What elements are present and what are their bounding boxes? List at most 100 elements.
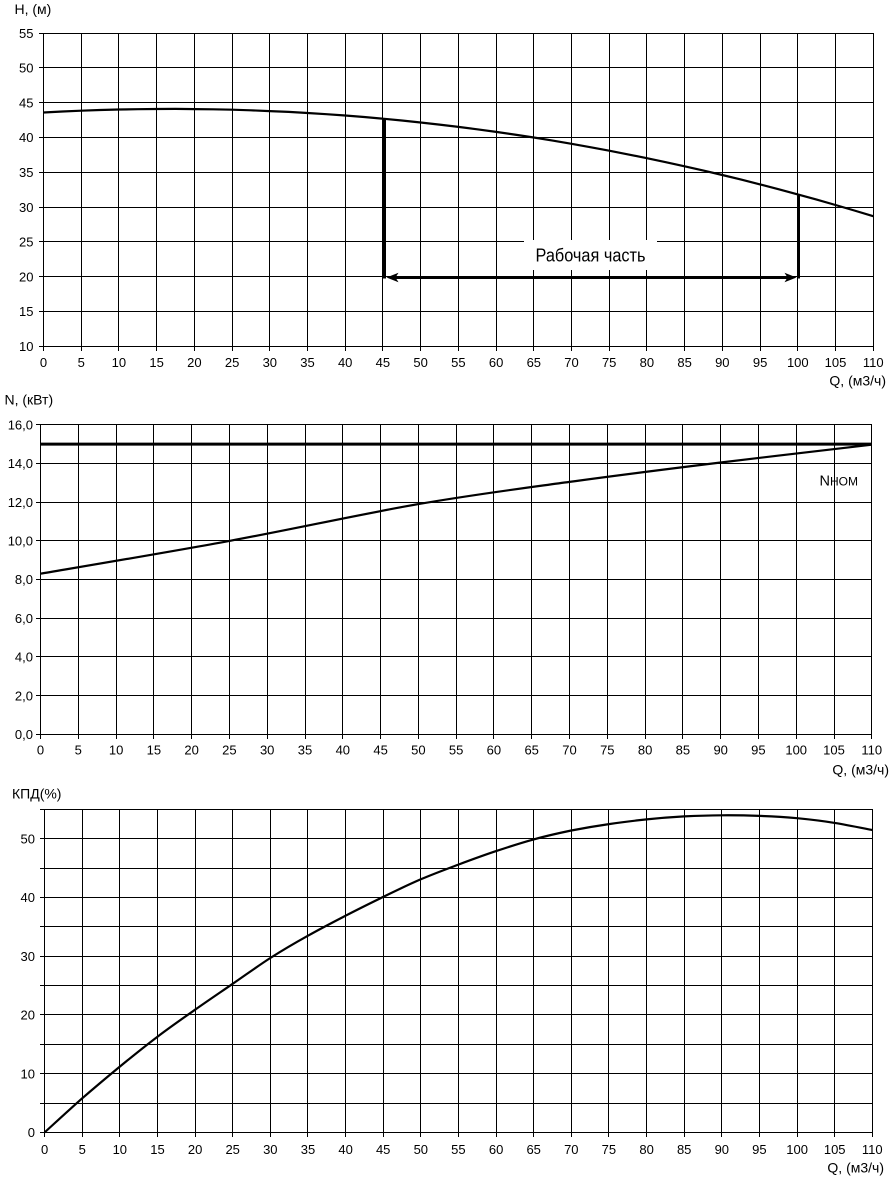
svg-text:50: 50 — [19, 61, 33, 76]
svg-text:60: 60 — [489, 355, 503, 370]
svg-text:0: 0 — [40, 355, 47, 370]
svg-text:55: 55 — [451, 1142, 465, 1157]
svg-text:105: 105 — [824, 1142, 846, 1157]
svg-text:45: 45 — [376, 355, 390, 370]
svg-text:15: 15 — [150, 1142, 164, 1157]
svg-text:Рабочая часть: Рабочая часть — [536, 246, 646, 266]
svg-text:10: 10 — [113, 1142, 127, 1157]
svg-text:80: 80 — [639, 1142, 653, 1157]
svg-text:75: 75 — [602, 355, 616, 370]
svg-text:30: 30 — [263, 1142, 277, 1157]
svg-text:40: 40 — [338, 355, 352, 370]
svg-text:110: 110 — [863, 355, 884, 370]
svg-text:50: 50 — [414, 1142, 428, 1157]
svg-text:25: 25 — [225, 1142, 239, 1157]
svg-text:30: 30 — [260, 743, 274, 758]
svg-text:30: 30 — [263, 355, 277, 370]
svg-text:35: 35 — [301, 1142, 315, 1157]
svg-text:110: 110 — [862, 1142, 883, 1157]
svg-text:0,0: 0,0 — [15, 727, 33, 742]
svg-text:50: 50 — [413, 355, 427, 370]
svg-text:0: 0 — [37, 743, 44, 758]
svg-text:5: 5 — [75, 743, 82, 758]
svg-text:65: 65 — [526, 1142, 540, 1157]
svg-text:75: 75 — [602, 1142, 616, 1157]
svg-text:95: 95 — [753, 355, 767, 370]
svg-text:50: 50 — [411, 743, 425, 758]
svg-text:90: 90 — [715, 355, 729, 370]
svg-text:15: 15 — [19, 304, 33, 319]
svg-text:35: 35 — [298, 743, 312, 758]
svg-text:30: 30 — [21, 949, 35, 964]
svg-text:100: 100 — [787, 355, 809, 370]
svg-text:90: 90 — [713, 743, 727, 758]
svg-text:40: 40 — [19, 130, 33, 145]
svg-text:25: 25 — [222, 743, 236, 758]
svg-text:75: 75 — [600, 743, 614, 758]
svg-text:85: 85 — [677, 355, 691, 370]
svg-text:H, (м): H, (м) — [15, 1, 52, 17]
svg-text:Q, (м3/ч): Q, (м3/ч) — [829, 373, 886, 389]
svg-text:35: 35 — [300, 355, 314, 370]
svg-text:70: 70 — [564, 1142, 578, 1157]
svg-text:95: 95 — [752, 1142, 766, 1157]
svg-text:6,0: 6,0 — [15, 611, 33, 626]
svg-text:10: 10 — [19, 339, 33, 354]
svg-text:80: 80 — [640, 355, 654, 370]
svg-text:65: 65 — [524, 743, 538, 758]
svg-text:10,0: 10,0 — [8, 534, 33, 549]
svg-text:20: 20 — [19, 269, 33, 284]
svg-text:55: 55 — [449, 743, 463, 758]
svg-text:40: 40 — [338, 1142, 352, 1157]
svg-text:105: 105 — [823, 743, 845, 758]
svg-text:95: 95 — [751, 743, 765, 758]
svg-text:55: 55 — [451, 355, 465, 370]
svg-text:NНОМ: NНОМ — [820, 474, 858, 490]
svg-text:20: 20 — [187, 355, 201, 370]
svg-text:Q, (м3/ч): Q, (м3/ч) — [832, 761, 889, 777]
svg-text:0: 0 — [41, 1142, 48, 1157]
svg-text:100: 100 — [786, 1142, 808, 1157]
svg-text:45: 45 — [376, 1142, 390, 1157]
svg-text:10: 10 — [112, 355, 126, 370]
svg-text:20: 20 — [21, 1008, 35, 1023]
svg-text:12,0: 12,0 — [8, 495, 33, 510]
svg-text:8,0: 8,0 — [15, 572, 33, 587]
svg-text:0: 0 — [28, 1125, 35, 1140]
svg-text:85: 85 — [677, 1142, 691, 1157]
svg-text:2,0: 2,0 — [15, 688, 33, 703]
svg-text:N, (кВт): N, (кВт) — [5, 392, 54, 408]
svg-text:45: 45 — [19, 96, 33, 111]
svg-text:85: 85 — [676, 743, 690, 758]
svg-text:14,0: 14,0 — [8, 456, 33, 471]
svg-text:60: 60 — [487, 743, 501, 758]
svg-text:110: 110 — [861, 743, 882, 758]
svg-text:Q, (м3/ч): Q, (м3/ч) — [827, 1160, 884, 1176]
svg-text:15: 15 — [149, 355, 163, 370]
svg-text:35: 35 — [19, 165, 33, 180]
svg-text:40: 40 — [336, 743, 350, 758]
svg-text:40: 40 — [21, 890, 35, 905]
svg-text:5: 5 — [78, 355, 85, 370]
svg-text:20: 20 — [188, 1142, 202, 1157]
svg-text:100: 100 — [785, 743, 807, 758]
svg-text:16,0: 16,0 — [8, 418, 33, 433]
svg-text:105: 105 — [825, 355, 847, 370]
svg-text:55: 55 — [19, 26, 33, 41]
svg-text:65: 65 — [527, 355, 541, 370]
svg-text:90: 90 — [715, 1142, 729, 1157]
svg-text:10: 10 — [109, 743, 123, 758]
svg-text:КПД(%): КПД(%) — [12, 786, 61, 802]
svg-text:10: 10 — [21, 1066, 35, 1081]
svg-text:25: 25 — [19, 235, 33, 250]
svg-text:70: 70 — [564, 355, 578, 370]
svg-text:50: 50 — [21, 832, 35, 847]
svg-text:30: 30 — [19, 200, 33, 215]
svg-text:70: 70 — [562, 743, 576, 758]
svg-text:5: 5 — [79, 1142, 86, 1157]
svg-text:20: 20 — [184, 743, 198, 758]
svg-text:45: 45 — [373, 743, 387, 758]
svg-text:80: 80 — [638, 743, 652, 758]
svg-text:4,0: 4,0 — [15, 650, 33, 665]
svg-text:60: 60 — [489, 1142, 503, 1157]
